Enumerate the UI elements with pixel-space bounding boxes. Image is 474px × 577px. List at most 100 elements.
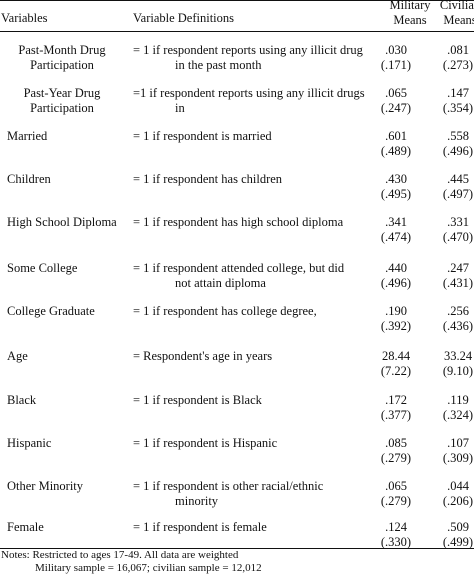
civilian-mean: .445: [447, 172, 469, 186]
military-sd: (.330): [380, 535, 412, 549]
civilian-sd: (.309): [442, 451, 474, 465]
military-mean: .341: [385, 215, 407, 229]
variable-name: College Graduate: [7, 304, 95, 318]
variable-name: Other Minority: [7, 479, 84, 493]
military-cell: .190 (.392): [370, 304, 422, 334]
military-cell: .341 (.474): [370, 215, 422, 245]
civilian-cell: .256 (.436): [432, 304, 474, 334]
civilian-sd: (.273): [442, 58, 474, 72]
variable-definition: = 1 if respondent is female: [133, 520, 373, 535]
civilian-mean: .247: [447, 261, 469, 275]
civilian-mean: .558: [447, 129, 469, 143]
civilian-cell: .044 (.206): [432, 479, 474, 509]
definition-line1: = 1 if respondent reports using any illi…: [133, 43, 363, 57]
civilian-cell: .119 (.324): [432, 393, 474, 423]
civilian-mean: .119: [447, 393, 469, 407]
header-military-line1: Military: [389, 0, 431, 12]
military-cell: 28.44 (7.22): [370, 349, 422, 379]
top-rule: [0, 0, 474, 1]
military-cell: .065 (.279): [370, 479, 422, 509]
civilian-cell: 33.24 (9.10): [432, 349, 474, 379]
definition-line1: = 1 if respondent is married: [133, 129, 272, 143]
header-civilian-line1: Civilian: [439, 0, 474, 12]
military-sd: (.392): [380, 319, 412, 333]
civilian-mean: .147: [447, 86, 469, 100]
variable-definition: =1 if respondent reports using any illic…: [133, 86, 373, 116]
definition-line1: = 1 if respondent has children: [133, 172, 283, 186]
variable-name-line2: Participation: [30, 58, 94, 72]
variable-definition: = 1 if respondent has children: [133, 172, 373, 187]
military-sd: (7.22): [380, 364, 412, 378]
definition-line1: = 1 if respondent has high school diplom…: [133, 215, 344, 229]
military-cell: .065 (.247): [370, 86, 422, 116]
variable-name: Married: [7, 129, 48, 143]
civilian-mean: .081: [447, 43, 469, 57]
variable-name-line2: Participation: [30, 101, 94, 115]
military-sd: (.247): [380, 101, 412, 115]
variable-name: Female: [7, 520, 44, 534]
military-sd: (.489): [380, 144, 412, 158]
civilian-mean: .331: [447, 215, 469, 229]
military-mean: 28.44: [381, 349, 411, 363]
civilian-sd: (.497): [442, 187, 474, 201]
variable-definition: = 1 if respondent is Black: [133, 393, 373, 408]
military-sd: (.474): [380, 230, 412, 244]
variable-name: Age: [7, 349, 28, 363]
civilian-cell: .247 (.431): [432, 261, 474, 291]
definition-line1: = Respondent's age in years: [133, 349, 273, 363]
civilian-cell: .509 (.499): [432, 520, 474, 550]
military-mean: .430: [385, 172, 407, 186]
military-mean: .601: [385, 129, 407, 143]
military-cell: .601 (.489): [370, 129, 422, 159]
variable-definition: = 1 if respondent is Hispanic: [133, 436, 373, 451]
civilian-sd: (.324): [442, 408, 474, 422]
military-mean: .030: [385, 43, 407, 57]
header-rule: [0, 31, 474, 32]
military-cell: .085 (.279): [370, 436, 422, 466]
variable-definition: = 1 if respondent has college degree,: [133, 304, 373, 319]
military-cell: .440 (.496): [370, 261, 422, 291]
definition-line2: not attain diploma: [175, 276, 266, 290]
variable-name: Past-Month Drug Participation: [0, 43, 127, 73]
variable-definition: = 1 if respondent is married: [133, 129, 373, 144]
civilian-sd: (.496): [442, 144, 474, 158]
variable-definition: = 1 if respondent reports using any illi…: [133, 43, 373, 73]
definition-line1: = 1 if respondent is other racial/ethnic: [133, 479, 324, 493]
civilian-mean: .509: [447, 520, 469, 534]
civilian-sd: (.206): [442, 494, 474, 508]
notes-line2: Military sample = 16,067; civilian sampl…: [35, 562, 262, 574]
military-sd: (.279): [380, 494, 412, 508]
header-military-line2: Means: [393, 13, 427, 27]
military-mean: .172: [385, 393, 407, 407]
military-sd: (.279): [380, 451, 412, 465]
military-cell: .124 (.330): [370, 520, 422, 550]
variable-name: Some College: [7, 261, 78, 275]
definition-line1: =1 if respondent reports using any illic…: [133, 86, 365, 100]
definition-line1: = 1 if respondent attended college, but …: [133, 261, 345, 275]
military-sd: (.171): [380, 58, 412, 72]
civilian-sd: (.436): [442, 319, 474, 333]
civilian-cell: .081 (.273): [432, 43, 474, 73]
header-variables: Variables: [1, 11, 48, 25]
military-mean: .190: [385, 304, 407, 318]
military-mean: .085: [385, 436, 407, 450]
civilian-cell: .558 (.496): [432, 129, 474, 159]
variable-name-line1: Past-Month Drug: [18, 43, 106, 57]
civilian-mean: .044: [447, 479, 469, 493]
definition-line1: = 1 if respondent has college degree,: [133, 304, 317, 318]
military-mean: .065: [385, 479, 407, 493]
civilian-sd: (9.10): [442, 364, 474, 378]
civilian-sd: (.431): [442, 276, 474, 290]
military-sd: (.496): [380, 276, 412, 290]
definition-line1: = 1 if respondent is Black: [133, 393, 262, 407]
military-cell: .030 (.171): [370, 43, 422, 73]
civilian-cell: .147 (.354): [432, 86, 474, 116]
definition-line1: = 1 if respondent is Hispanic: [133, 436, 278, 450]
military-sd: (.377): [380, 408, 412, 422]
header-definitions: Variable Definitions: [133, 11, 235, 25]
definition-line2: in the past month: [175, 58, 262, 72]
civilian-mean: .107: [447, 436, 469, 450]
variable-name-line1: Past-Year Drug: [23, 86, 101, 100]
military-cell: .172 (.377): [370, 393, 422, 423]
civilian-cell: .445 (.497): [432, 172, 474, 202]
